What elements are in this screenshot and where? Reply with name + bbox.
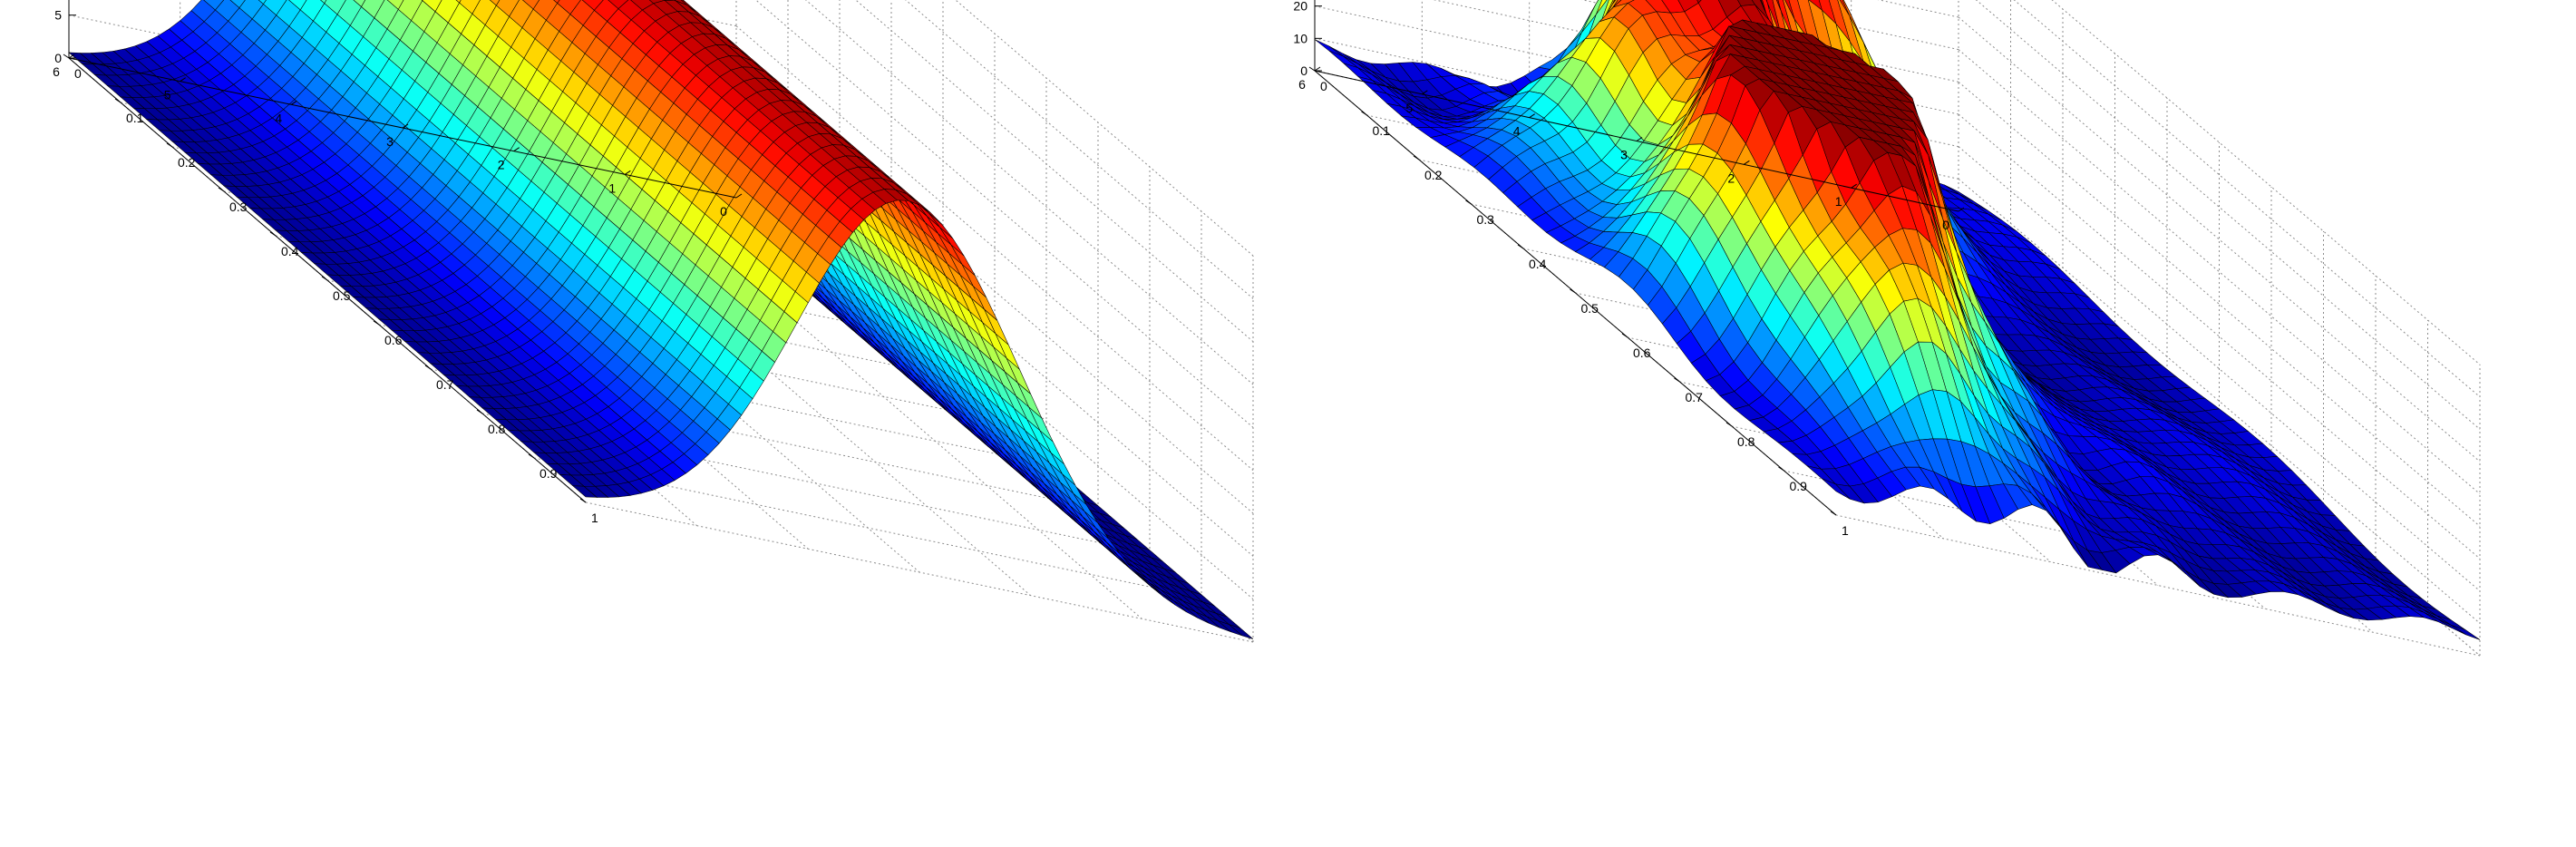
y-tick (735, 193, 743, 199)
y-axis-line (68, 57, 737, 199)
y-tick-label: 4 (1513, 124, 1521, 139)
x-tick-label: 0.1 (126, 111, 144, 125)
surface (68, 0, 1254, 639)
surface-face (2451, 625, 2481, 640)
y-tick-label: 3 (1620, 148, 1628, 162)
x-tick-label: 0.9 (1790, 479, 1808, 493)
y-tick-label: 2 (1727, 170, 1735, 185)
wall-grid-line (1958, 16, 2481, 462)
surface-plot-left: 051015202530354045012345600.10.20.30.40.… (53, 0, 1254, 643)
y-tick-label: 4 (275, 111, 282, 125)
wall-grid-line (1958, 178, 2481, 624)
z-tick-label: 0 (54, 51, 62, 65)
x-tick (63, 54, 70, 59)
x-tick-label: 0.4 (1529, 257, 1547, 271)
x-tick-label: 0.2 (1424, 168, 1443, 182)
wall-grid-line (855, 0, 1254, 343)
y-tick-label: 1 (608, 180, 616, 195)
x-tick-label: 0.8 (1737, 434, 1755, 449)
x-tick-label: 0.4 (281, 244, 299, 258)
wall-grid-line (1975, 0, 2481, 430)
z-tick-label: 5 (54, 8, 62, 23)
z-tick-label: 10 (1293, 31, 1307, 45)
wall-grid-line (955, 0, 1254, 257)
wall-grid-line (754, 0, 1254, 428)
wall-grid-line (1958, 49, 2481, 495)
x-axis-line (68, 57, 587, 503)
y-tick-label: 5 (164, 88, 171, 102)
y-tick (291, 100, 297, 105)
x-tick-label: 0.6 (384, 333, 403, 347)
y-tick (625, 170, 631, 175)
surface-face (571, 485, 598, 498)
y-tick-label: 5 (1405, 101, 1413, 115)
x-tick-label: 0.5 (1581, 301, 1599, 316)
y-tick-label: 0 (1942, 218, 1949, 232)
x-tick-label: 0 (74, 66, 82, 81)
surface (1314, 0, 2481, 640)
x-tick-label: 0.3 (1477, 212, 1495, 227)
wall-grid-line (1958, 113, 2481, 560)
y-tick-label: 6 (1298, 77, 1306, 92)
x-tick-label: 0.7 (436, 377, 454, 392)
wall-grid-line (1958, 146, 2481, 592)
wall-grid-line (735, 25, 1254, 472)
y-tick (513, 147, 520, 152)
y-tick (402, 123, 409, 129)
surface-plot-right: 0102030405060708090012345600.10.20.30.40… (1293, 0, 2481, 657)
wall-grid-line (1958, 81, 2481, 527)
x-tick-label: 0.2 (178, 155, 196, 170)
wall-grid-line (805, 0, 1254, 385)
x-tick-label: 0.7 (1686, 390, 1704, 404)
x-tick-label: 1 (591, 511, 598, 525)
y-tick (180, 77, 186, 83)
y-tick-label: 1 (1835, 194, 1842, 209)
y-tick-label: 2 (498, 158, 505, 172)
y-tick-label: 6 (53, 64, 60, 79)
x-tick-label: 0.3 (229, 200, 248, 214)
y-tick-label: 3 (386, 134, 394, 149)
y-tick (68, 54, 75, 59)
x-tick-label: 1 (1842, 523, 1849, 538)
x-tick-label: 0.6 (1633, 346, 1651, 360)
x-tick-label: 0.9 (540, 466, 558, 481)
z-tick-label: 0 (1300, 63, 1307, 78)
x-tick (1308, 66, 1316, 72)
z-tick-label: 20 (1293, 0, 1307, 14)
x-tick-label: 0.5 (333, 288, 351, 303)
x-tick-label: 0.8 (488, 422, 506, 436)
y-tick (1314, 66, 1321, 72)
wall-grid-line (905, 0, 1254, 299)
x-tick-label: 0.1 (1373, 123, 1391, 138)
y-tick-label: 0 (720, 204, 727, 219)
wall-grid-line (2013, 0, 2481, 398)
